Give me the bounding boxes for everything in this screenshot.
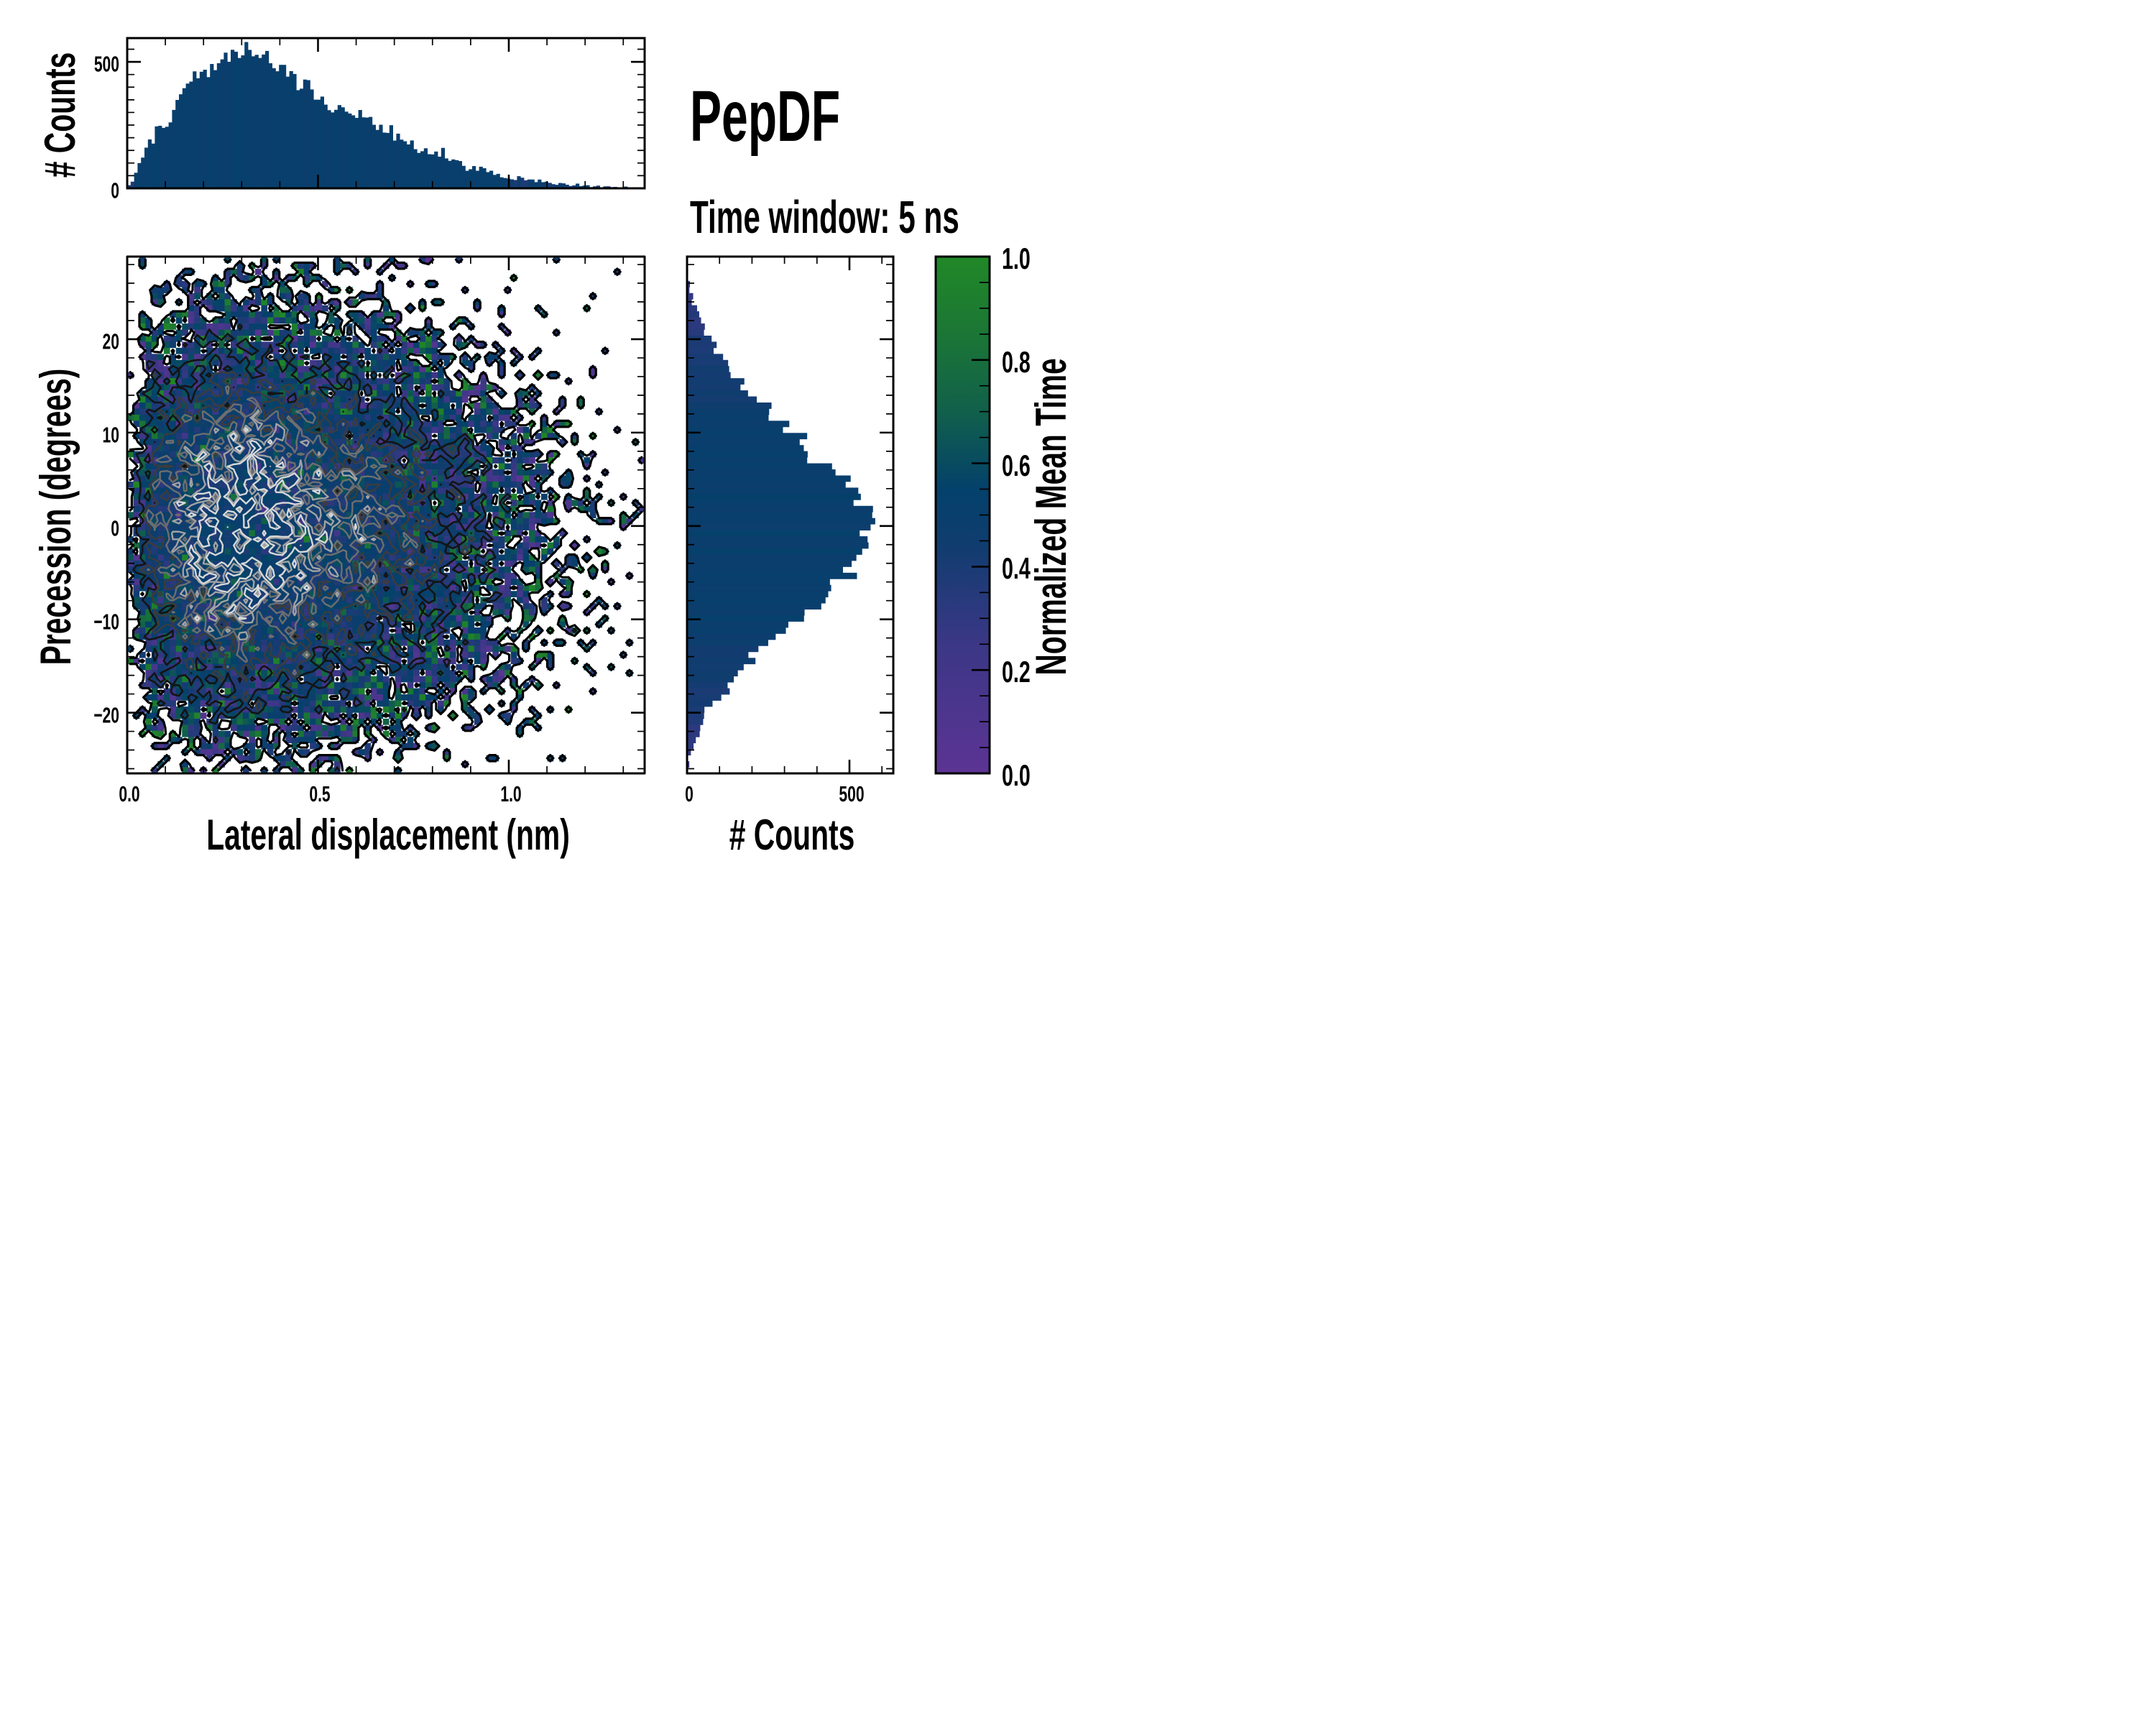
plot-subtitle: Time window: 5 ns (690, 191, 959, 243)
joint-density-canvas (125, 254, 651, 780)
plot-title: PepDF (690, 76, 841, 157)
colorbar-canvas (934, 254, 996, 780)
figure-root: PepDF Time window: 5 ns # Counts Precess… (0, 0, 1078, 862)
right-histogram-canvas (685, 254, 900, 780)
top-histogram-canvas (125, 36, 651, 195)
